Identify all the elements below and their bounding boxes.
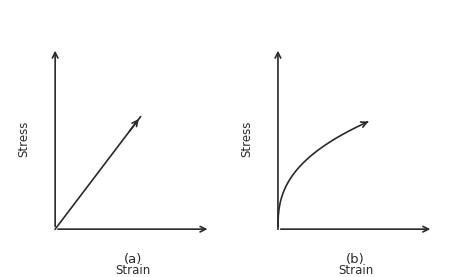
Text: (a): (a) [124,253,142,266]
Text: Strain: Strain [115,264,150,277]
Text: Stress: Stress [240,120,253,157]
Text: (b): (b) [346,253,365,266]
Text: Stress: Stress [17,120,30,157]
Text: Strain: Strain [338,264,373,277]
